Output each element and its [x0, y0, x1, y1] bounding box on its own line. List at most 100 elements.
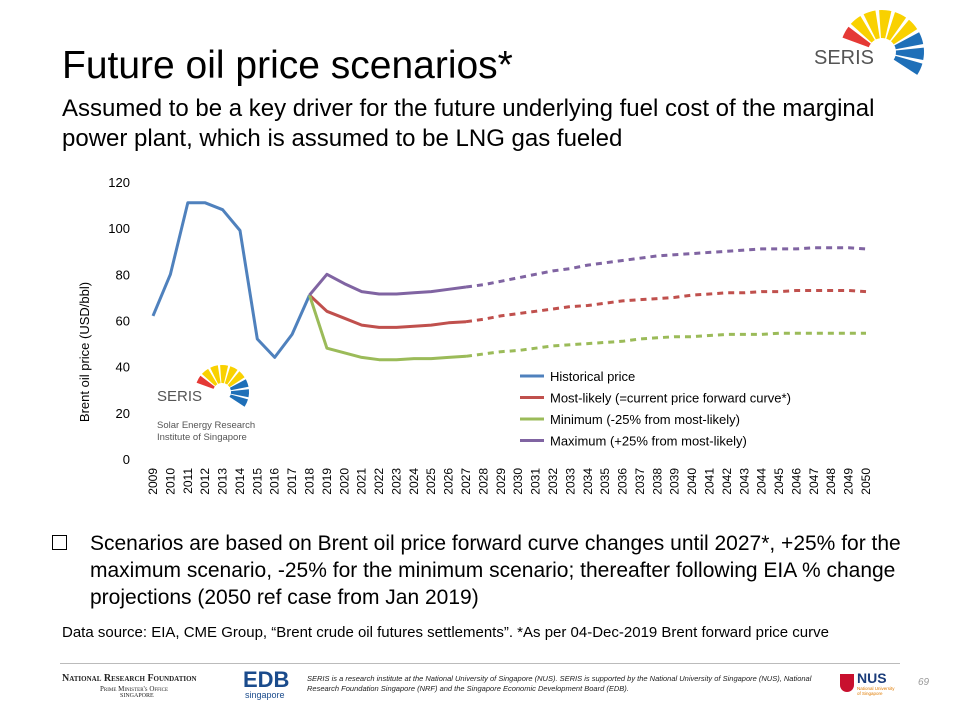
x-tick-label: 2011: [181, 468, 195, 494]
series-line: [465, 246, 867, 289]
x-tick-label: 2030: [511, 468, 525, 495]
logo-ray: [227, 371, 245, 388]
logo-ray: [891, 19, 918, 45]
data-source: Data source: EIA, CME Group, “Brent crud…: [62, 624, 829, 641]
logo-caption: Solar Energy Research Institute of Singa…: [157, 420, 256, 443]
x-tick-label: 2042: [720, 468, 734, 495]
logo-ray: [842, 26, 871, 48]
x-tick-label: 2038: [650, 468, 664, 495]
x-tick-label: 2031: [529, 468, 543, 495]
x-tick-label: 2037: [633, 468, 647, 495]
x-tick-label: 2028: [476, 468, 490, 495]
logo-ray: [886, 12, 907, 41]
logo-ray: [201, 368, 218, 386]
legend-label: Historical price: [550, 369, 635, 384]
sg-name: Singapore: [120, 693, 154, 699]
x-tick-label: 2019: [320, 468, 334, 495]
y-tick-label: 120: [108, 175, 130, 190]
y-tick-label: 80: [116, 267, 130, 282]
logo-text: SERIS: [814, 47, 875, 69]
x-tick-label: 2021: [355, 468, 369, 495]
x-tick-label: 2016: [268, 468, 282, 495]
x-tick-label: 2018: [303, 468, 317, 495]
x-tick-label: 2027: [459, 468, 473, 495]
x-tick-label: 2010: [163, 468, 177, 495]
x-tick-label: 2050: [859, 468, 873, 495]
x-tick-label: 2041: [702, 468, 716, 495]
x-tick-label: 2029: [494, 468, 508, 495]
bullet-text: Scenarios are based on Brent oil price f…: [90, 532, 901, 609]
page-number: 69: [918, 677, 930, 688]
logo-ray: [210, 365, 221, 384]
y-axis-label: Brent oil price (USD/bbl): [77, 282, 92, 422]
x-tick-label: 2046: [789, 468, 803, 495]
x-tick-label: 2036: [616, 468, 630, 495]
x-tick-label: 2048: [824, 468, 838, 495]
logo-ray: [863, 10, 880, 40]
x-tick-label: 2015: [250, 468, 264, 495]
nus-crest: [840, 674, 854, 692]
logo-ray: [224, 366, 238, 385]
x-tick-label: 2020: [337, 468, 351, 495]
x-tick-label: 2022: [372, 468, 386, 495]
series-line: [151, 201, 311, 359]
x-tick-label: 2049: [842, 468, 856, 495]
x-tick-label: 2017: [285, 468, 299, 495]
x-tick-label: 2040: [685, 468, 699, 495]
y-tick-label: 40: [116, 360, 130, 375]
logo-ray: [894, 32, 924, 50]
logo-ray: [229, 394, 248, 407]
nus-logo: NUS: [857, 670, 887, 686]
series-line: [465, 289, 867, 324]
logo-ray: [850, 16, 875, 43]
edb-logo: EDB: [243, 667, 290, 692]
logo-text: SERIS: [157, 388, 203, 405]
footer-note: SERIS is a research institute at the Nat…: [307, 674, 812, 693]
logo-ray: [895, 47, 925, 60]
subtitle: Assumed to be a key driver for the futur…: [62, 95, 875, 152]
legend-label: Maximum (+25% from most-likely): [550, 434, 747, 449]
x-tick-label: 2044: [755, 468, 769, 495]
legend-label: Most-likely (=current price forward curv…: [550, 391, 791, 406]
logo-ray: [893, 55, 923, 75]
bullet-icon: [52, 531, 72, 551]
logo-ray: [229, 379, 249, 391]
x-tick-label: 2023: [389, 468, 403, 495]
x-tick-label: 2045: [772, 468, 786, 495]
pmo-name: Prime Minister's Office: [100, 685, 168, 693]
y-tick-label: 0: [123, 452, 130, 467]
footer-rule: [60, 663, 900, 664]
y-tick-label: 20: [116, 406, 130, 421]
series-line: [465, 331, 866, 358]
x-tick-label: 2033: [563, 468, 577, 495]
x-tick-label: 2032: [546, 468, 560, 495]
x-tick-label: 2024: [407, 468, 421, 495]
series-line: [308, 272, 467, 297]
nus-sub: National University of Singapore: [857, 686, 895, 696]
x-tick-label: 2012: [198, 468, 212, 495]
x-tick-label: 2013: [216, 468, 230, 495]
x-tick-label: 2034: [581, 468, 595, 495]
x-tick-label: 2043: [737, 468, 751, 495]
logo-ray: [196, 375, 215, 389]
x-tick-label: 2025: [424, 468, 438, 495]
x-tick-label: 2009: [146, 468, 160, 495]
y-tick-label: 60: [116, 314, 130, 329]
series-line: [308, 294, 467, 362]
x-tick-label: 2014: [233, 468, 247, 495]
logo-ray: [230, 389, 250, 398]
legend-label: Minimum (-25% from most-likely): [550, 412, 740, 427]
logo-ray: [220, 365, 229, 384]
logo-ray: [879, 10, 892, 39]
x-tick-label: 2026: [442, 468, 456, 495]
nrf-name: National Research Foundation: [62, 673, 197, 684]
y-tick-label: 100: [108, 221, 130, 236]
x-tick-label: 2039: [668, 468, 682, 495]
x-tick-label: 2047: [807, 468, 821, 495]
slide-title: Future oil price scenarios*: [62, 44, 513, 87]
x-tick-label: 2035: [598, 468, 612, 495]
edb-sub: singapore: [245, 690, 285, 700]
series-line: [308, 294, 467, 329]
